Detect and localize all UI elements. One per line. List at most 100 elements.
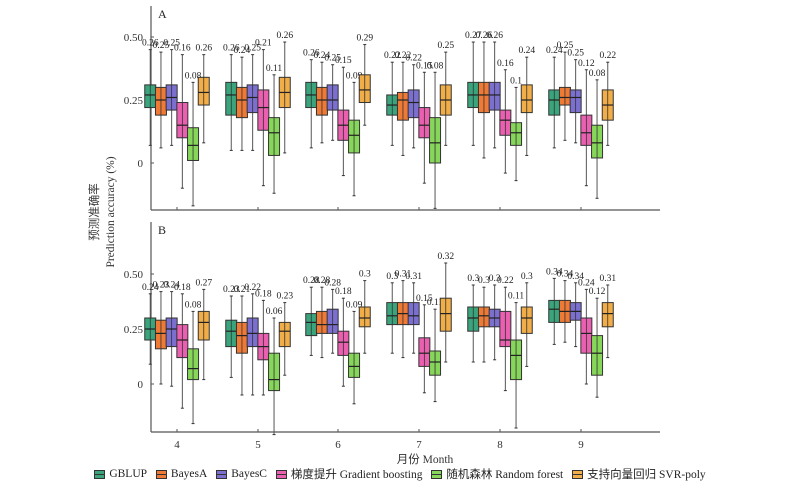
x-tick-label: 9: [578, 439, 584, 451]
y-tick-label: 0: [138, 379, 144, 391]
month-group-7: 0.220.220.220.150.080.25: [384, 41, 454, 209]
x-tick-label: 4: [174, 439, 180, 451]
month-group-4: 0.240.230.240.180.080.27: [142, 278, 212, 425]
mean-label: 0.31: [395, 270, 412, 280]
mean-label: 0.25: [557, 41, 574, 51]
mean-label: 0.25: [163, 39, 180, 49]
mean-label: 0.25: [244, 44, 261, 54]
box-forest: 0.08: [427, 61, 444, 209]
mean-label: 0.24: [578, 278, 595, 288]
month-group-8: 0.30.30.30.220.110.3: [467, 272, 533, 429]
mean-label: 0.09: [346, 300, 363, 310]
mean-label: 0.24: [314, 51, 331, 61]
mean-label: 0.18: [335, 287, 352, 297]
box-svr-poly: 0.25: [437, 41, 454, 146]
box-forest: 0.09: [346, 300, 363, 405]
mean-label: 0.22: [384, 51, 401, 61]
box-forest: 0.08: [185, 300, 202, 425]
y-axis-title-cn: 预测准确率: [87, 183, 101, 241]
mean-label: 0.26: [223, 44, 240, 54]
mean-label: 0.16: [497, 59, 514, 69]
mean-label: 0.26: [276, 31, 293, 41]
mean-label: 0.21: [234, 285, 251, 295]
mean-label: 0.12: [578, 59, 595, 69]
mean-label: 0.3: [489, 274, 501, 284]
mean-label: 0.21: [255, 39, 272, 49]
legend-swatch-icon: [572, 469, 584, 479]
month-group-8: 0.270.260.260.160.10.24: [465, 31, 535, 182]
month-group-9: 0.240.250.250.120.080.22: [546, 41, 616, 199]
box-boosting: 0.16: [174, 44, 191, 189]
mean-label: 0.25: [153, 41, 170, 51]
panel-b: B00.250.504 5 6 7 8 90.240.230.240.180.080.27…: [124, 222, 660, 451]
box-forest: 0.11: [427, 298, 444, 403]
mean-label: 0.26: [303, 49, 320, 59]
box-forest: 0.11: [508, 292, 524, 429]
mean-label: 0.24: [163, 281, 180, 291]
box-svr-poly: 0.32: [437, 252, 454, 363]
box-bayesa: 0.24: [234, 46, 251, 151]
box-boosting: 0.18: [335, 287, 352, 387]
mean-label: 0.24: [142, 283, 159, 293]
box-bayesa: 0.24: [314, 51, 331, 144]
box-svr-poly: 0.26: [276, 31, 293, 154]
panel-label: B: [158, 223, 166, 237]
mean-label: 0.3: [359, 270, 371, 280]
mean-label: 0.34: [567, 272, 584, 282]
box-bayesa: 0.3: [477, 276, 490, 363]
mean-label: 0.22: [497, 276, 514, 286]
box-svr-poly: 0.27: [195, 278, 212, 381]
legend-swatch-icon: [155, 469, 167, 479]
mean-label: 0.22: [599, 51, 616, 61]
mean-label: 0.31: [599, 274, 616, 284]
y-tick-label: 0.50: [124, 32, 144, 44]
legend-swatch-icon: [275, 469, 287, 479]
mean-label: 0.34: [557, 270, 574, 280]
mean-label: 0.24: [546, 46, 563, 56]
month-group-5: 0.230.210.220.180.060.23: [223, 283, 293, 436]
box-bayesc: 0.3: [488, 274, 501, 361]
box-boosting: 0.18: [255, 289, 272, 396]
mean-label: 0.27: [465, 31, 482, 41]
box-svr-poly: 0.26: [195, 44, 212, 144]
box-bayesc: 0.25: [324, 54, 341, 141]
box-boosting: 0.24: [578, 278, 595, 385]
box-forest: 0.08: [589, 69, 606, 199]
legend: GBLUP BayesA BayesC 梯度提升 Gradient boosti…: [0, 466, 800, 482]
mean-label: 0.32: [437, 252, 454, 262]
box-bayesa: 0.21: [234, 285, 251, 396]
mean-label: 0.23: [276, 292, 293, 302]
mean-label: 0.22: [244, 283, 261, 293]
mean-label: 0.25: [567, 49, 584, 59]
box-bayesc: 0.25: [244, 44, 261, 151]
mean-label: 0.15: [416, 61, 433, 71]
legend-swatch-icon: [431, 469, 443, 479]
y-tick-label: 0.25: [124, 95, 144, 107]
legend-swatch-icon: [216, 469, 228, 479]
mean-label: 0.11: [266, 64, 283, 74]
mean-label: 0.26: [486, 31, 503, 41]
box-svr-poly: 0.24: [518, 46, 535, 156]
month-group-4: 0.260.250.250.160.080.26: [142, 39, 212, 207]
box-gblup: 0.26: [142, 39, 159, 146]
mean-label: 0.24: [518, 46, 535, 56]
mean-label: 0.11: [427, 298, 444, 308]
box-forest: 0.12: [589, 287, 606, 398]
box-gblup: 0.27: [465, 31, 482, 146]
box-bayesc: 0.31: [405, 272, 422, 354]
mean-label: 0.23: [153, 281, 170, 291]
mean-label: 0.18: [255, 289, 272, 299]
x-tick-label: 6: [335, 439, 341, 451]
mean-label: 0.26: [142, 39, 159, 49]
box-bayesc: 0.25: [567, 49, 584, 144]
mean-label: 0.1: [510, 76, 522, 86]
box-svr-poly: 0.23: [276, 292, 293, 376]
box-gblup: 0.22: [384, 51, 401, 146]
box-svr-poly: 0.31: [599, 274, 616, 359]
legend-label: 梯度提升 Gradient boosting: [290, 469, 423, 481]
mean-label: 0.16: [174, 44, 191, 54]
mean-label: 0.28: [314, 276, 331, 286]
box-bayesa: 0.22: [395, 51, 412, 156]
box-bayesc: 0.26: [486, 31, 503, 149]
box-forest: 0.09: [346, 71, 363, 197]
